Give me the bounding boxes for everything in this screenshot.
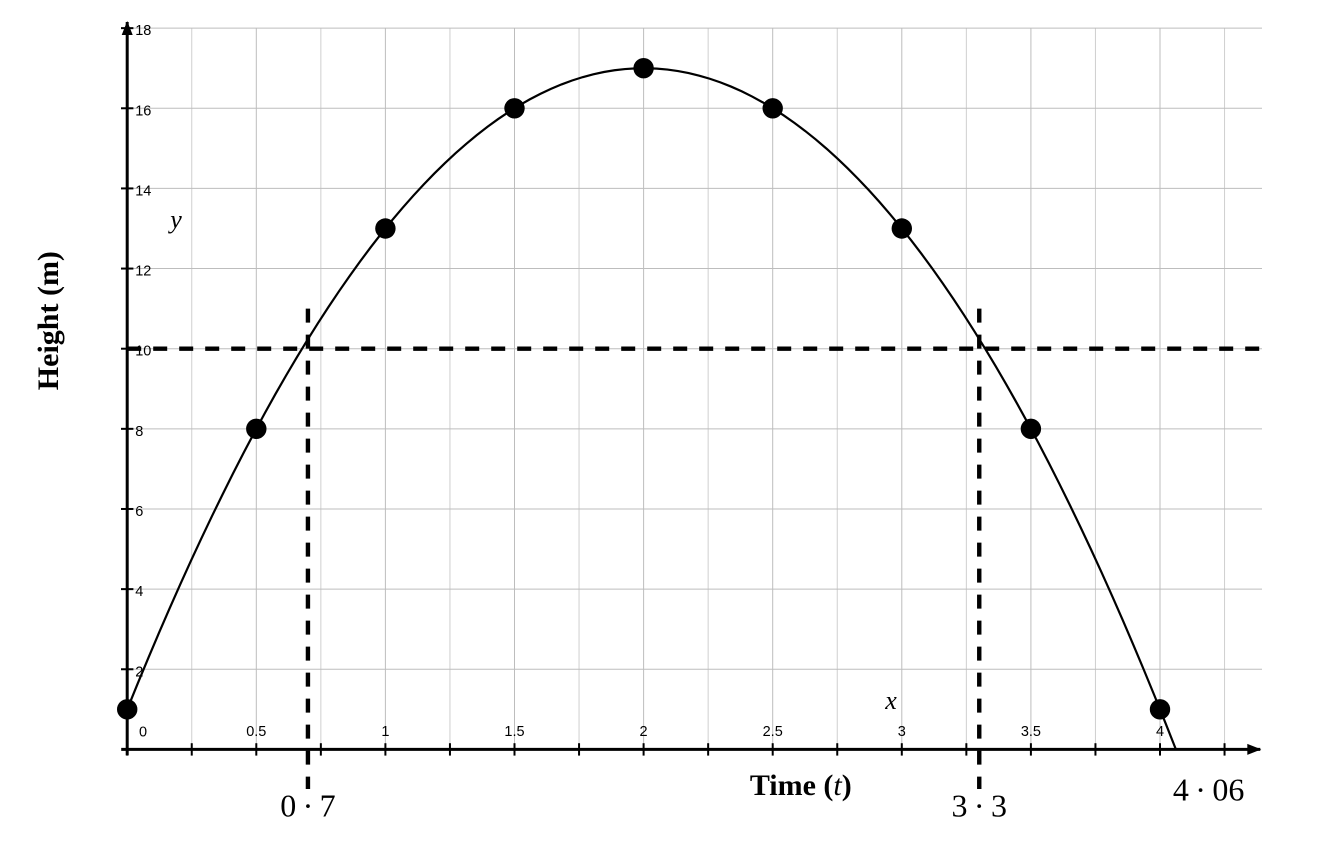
svg-text:y: y bbox=[167, 205, 182, 234]
svg-text:16: 16 bbox=[135, 103, 151, 119]
svg-text:18: 18 bbox=[135, 23, 151, 39]
svg-text:0.5: 0.5 bbox=[246, 724, 266, 740]
svg-text:Height (m): Height (m) bbox=[32, 251, 65, 390]
svg-text:x: x bbox=[884, 686, 897, 715]
svg-text:1: 1 bbox=[381, 724, 389, 740]
svg-text:3.5: 3.5 bbox=[1021, 724, 1041, 740]
svg-text:8: 8 bbox=[135, 424, 143, 440]
svg-text:2.5: 2.5 bbox=[763, 724, 783, 740]
svg-text:4 · 06: 4 · 06 bbox=[1173, 772, 1244, 808]
svg-text:0: 0 bbox=[139, 724, 147, 740]
svg-text:12: 12 bbox=[135, 264, 151, 280]
svg-text:2: 2 bbox=[640, 724, 648, 740]
svg-text:1.5: 1.5 bbox=[504, 724, 524, 740]
svg-text:14: 14 bbox=[135, 183, 151, 199]
svg-text:10: 10 bbox=[135, 344, 151, 360]
svg-text:6: 6 bbox=[135, 504, 143, 520]
svg-text:3 · 3: 3 · 3 bbox=[952, 788, 1007, 824]
svg-text:0 · 7: 0 · 7 bbox=[280, 788, 335, 824]
svg-text:4: 4 bbox=[1156, 724, 1164, 740]
svg-text:4: 4 bbox=[135, 584, 143, 600]
svg-text:3: 3 bbox=[898, 724, 906, 740]
svg-text:Time (t): Time (t) bbox=[750, 769, 852, 802]
